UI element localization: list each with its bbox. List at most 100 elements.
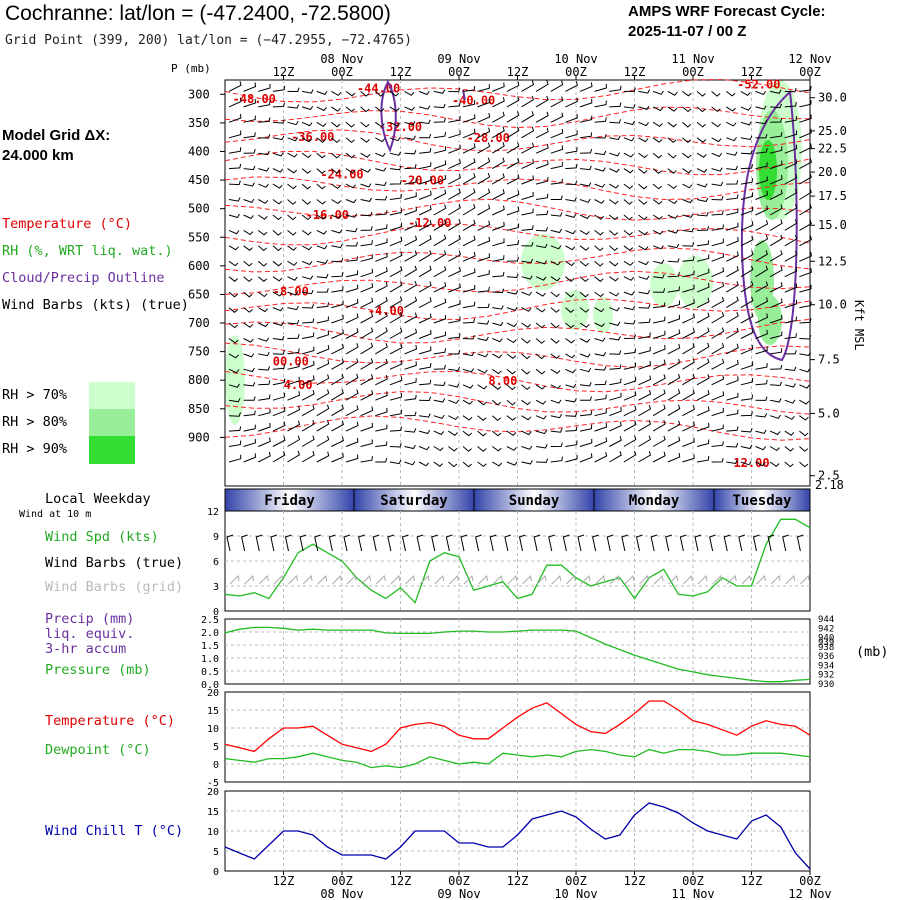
wind-barb [726, 137, 737, 142]
wind-barb [726, 426, 739, 432]
wind-barb [652, 137, 663, 143]
wind-barb [258, 394, 271, 401]
wind-barb [536, 444, 548, 449]
wind-barb [696, 327, 710, 339]
wind-barb [638, 152, 648, 159]
wind-barb [375, 311, 388, 324]
wind-barb [345, 270, 359, 278]
wind-barb [491, 399, 502, 406]
wind-barb [258, 322, 269, 328]
wind-barb [448, 116, 461, 123]
wind-barb [565, 260, 575, 267]
pressure-tick-label: 500 [188, 202, 210, 216]
wind-barb [506, 415, 517, 421]
wind-barb [331, 272, 344, 278]
wind-barb [506, 399, 516, 406]
wind-barb [638, 389, 652, 401]
wind-barb [755, 363, 768, 370]
wind-barb [389, 281, 403, 293]
wind-barb [682, 137, 692, 144]
wind-barb [638, 121, 649, 127]
wind-barb [799, 188, 812, 200]
wind-barb [433, 117, 446, 123]
wind-barb [623, 334, 636, 339]
wind-barb [301, 360, 315, 370]
wind-barb [243, 214, 254, 220]
wind-barb [682, 373, 695, 386]
wind-barb [375, 358, 388, 370]
wind-barb [404, 428, 417, 433]
wind-barb [389, 409, 403, 417]
wind-barb [389, 222, 403, 231]
wind-barb [345, 328, 359, 339]
wind-barb [433, 219, 447, 231]
grid-wind-barb [770, 574, 781, 585]
surface-wind-barb [241, 534, 248, 552]
wind-barb [652, 420, 666, 432]
wind-barb [696, 406, 710, 417]
wind-barb [609, 350, 622, 355]
wind-barb [652, 389, 666, 401]
wind-barb [331, 373, 344, 386]
wind-barb [301, 346, 315, 355]
wind-barb [769, 189, 783, 200]
wind-barb [535, 353, 545, 360]
height-tick-label: 22.5 [818, 142, 847, 156]
model-grid-value: 24.000 km [2, 147, 74, 164]
grid-wind-barb [624, 574, 635, 585]
wind-barb [404, 163, 417, 170]
wind-barb [360, 137, 370, 143]
wind-barb [433, 446, 444, 452]
wind-barb [565, 454, 578, 463]
wind-barb [433, 282, 447, 293]
wind-barb [667, 106, 678, 112]
wind-barb [228, 412, 241, 417]
grid-wind-barb [463, 574, 474, 585]
wind-barb [389, 343, 403, 355]
wind-barb [799, 251, 812, 262]
wind-barb [799, 268, 812, 278]
wind-barb [506, 206, 520, 216]
wind-barb [769, 174, 783, 185]
wind-barb [740, 250, 754, 262]
wind-barb [579, 353, 591, 358]
wind-barb [638, 289, 651, 295]
wind-barb [243, 245, 253, 251]
top-date-label: 12 Nov [788, 52, 831, 66]
wind-barb [726, 165, 738, 171]
wind-barb [228, 383, 240, 388]
wind-barb [784, 366, 797, 372]
wind-barb [228, 113, 242, 123]
legend-temperature: Temperature (°C) [2, 216, 133, 232]
wind-barb [769, 314, 783, 324]
legend-precip-liq: liq. equiv. [45, 626, 135, 642]
wind-barb [389, 208, 403, 216]
wind-barb [506, 290, 519, 295]
wind-barb [258, 199, 269, 204]
wind-barb [623, 320, 636, 325]
isotherm-label: -32.00 [379, 120, 422, 134]
wind-barb [550, 291, 560, 298]
wind-barb [331, 183, 341, 190]
wind-barb [594, 366, 607, 371]
wind-barb [667, 229, 679, 234]
wind-barb [462, 86, 476, 92]
bottom-time-label: 12Z [273, 874, 295, 888]
wind-barb [506, 223, 520, 231]
wind-barb [770, 117, 783, 123]
grid-wind-barb [580, 574, 591, 585]
wind-barb [609, 183, 619, 189]
pressure-right-tick-label: 940 [818, 634, 834, 644]
wind-barb [623, 152, 634, 158]
wind-barb [535, 160, 549, 170]
wind-barb [418, 190, 432, 200]
height-tick-label: 5.0 [818, 406, 840, 420]
wind-barb [272, 245, 282, 252]
wind-barb [769, 234, 783, 247]
wind-barb [565, 245, 576, 251]
legend-local-weekday: Local Weekday [45, 491, 151, 507]
wind-barb [623, 87, 636, 93]
wind-barb [491, 430, 502, 437]
wind-barb [579, 245, 590, 251]
wind-barb [579, 307, 590, 313]
